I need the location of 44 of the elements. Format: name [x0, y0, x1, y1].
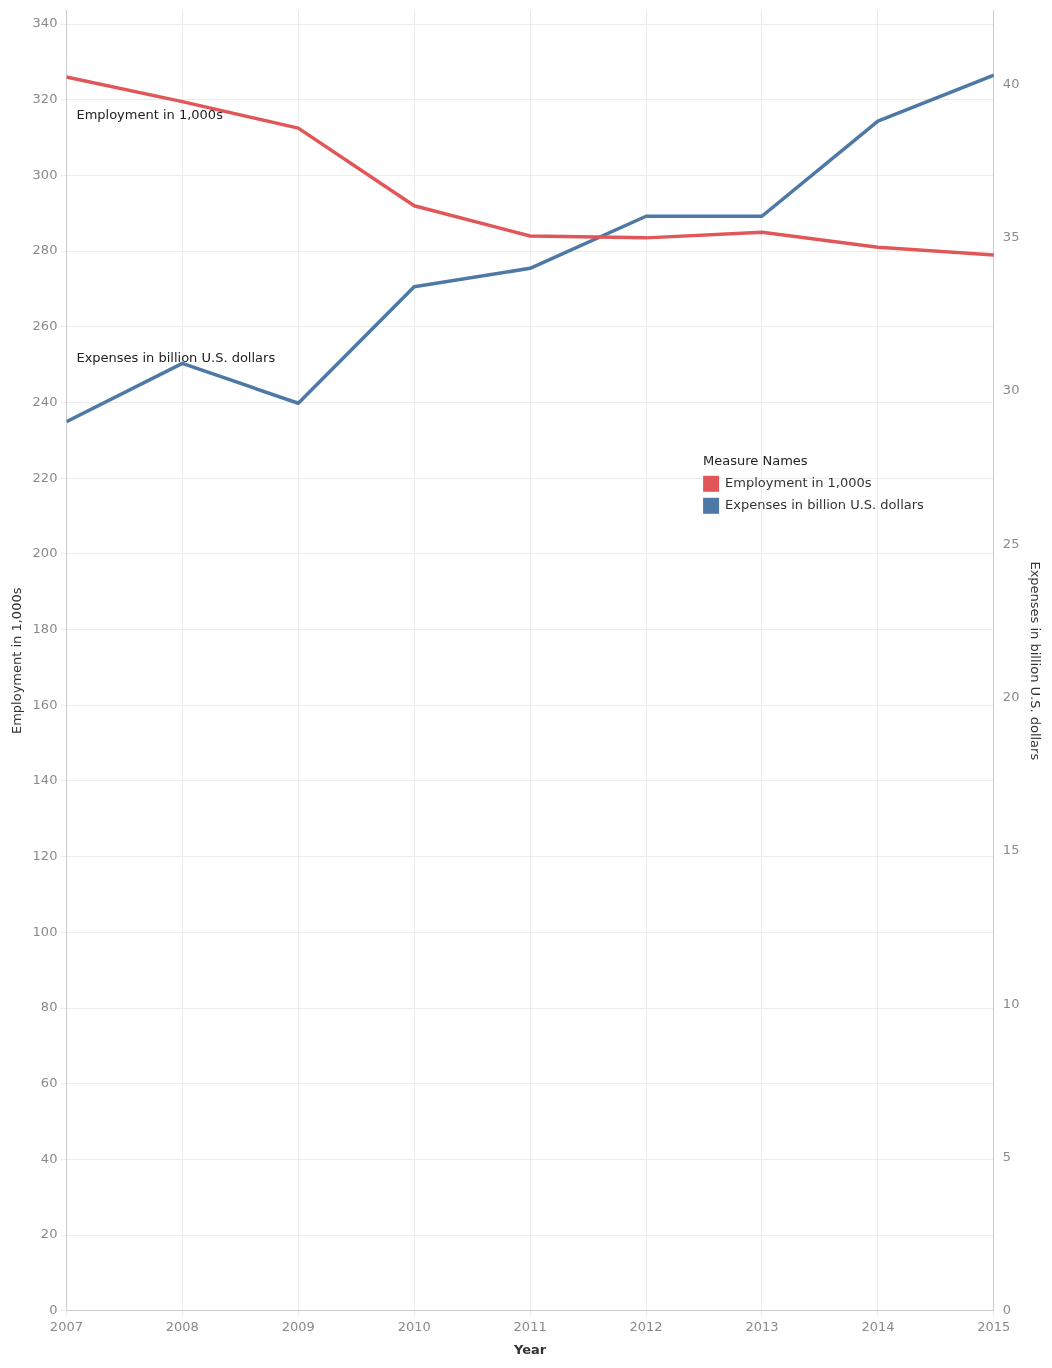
legend-label: Expenses in billion U.S. dollars	[725, 497, 925, 513]
y-tick-label: 40	[40, 1150, 58, 1166]
y-tick-label: 20	[40, 1226, 58, 1242]
y-axis-title: Employment in 1,000s	[9, 587, 25, 735]
y2-tick-label: 30	[1002, 382, 1020, 398]
legend-title: Measure Names	[703, 453, 808, 469]
y-tick-label: 60	[40, 1075, 58, 1091]
y-tick-label: 220	[32, 469, 58, 485]
x-tick-label: 2015	[977, 1318, 1011, 1334]
y-tick-label: 320	[32, 91, 58, 107]
x-tick-label: 2011	[513, 1318, 547, 1334]
y2-tick-label: 40	[1002, 75, 1020, 91]
y2-tick-label: 0	[1002, 1302, 1012, 1318]
x-tick-label: 2012	[629, 1318, 663, 1334]
y-tick-label: 180	[32, 620, 58, 636]
y2-tick-label: 25	[1002, 535, 1020, 551]
y-tick-label: 340	[32, 15, 58, 31]
x-axis-title: Year	[513, 1341, 547, 1357]
y-tick-label: 300	[32, 166, 58, 182]
x-tick-label: 2008	[165, 1318, 199, 1334]
y2-tick-label: 20	[1002, 688, 1020, 704]
text: Expenses in billion U.S. dollars	[76, 349, 276, 365]
y-tick-label: 280	[32, 242, 58, 258]
y-tick-label: 240	[32, 393, 58, 409]
y-tick-label: 0	[49, 1302, 58, 1318]
x-tick-label: 2010	[397, 1318, 431, 1334]
y-tick-label: 100	[32, 923, 58, 939]
x-tick-label: 2007	[49, 1318, 83, 1334]
legend-label: Employment in 1,000s	[725, 475, 872, 491]
y2-tick-label: 15	[1002, 842, 1020, 858]
y-tick-label: 140	[32, 772, 58, 788]
y2-tick-label: 5	[1002, 1148, 1012, 1164]
x-tick-label: 2013	[745, 1318, 779, 1334]
y-tick-label: 80	[40, 999, 58, 1015]
y2-tick-label: 10	[1002, 995, 1020, 1011]
y2-axis-title: Expenses in billion U.S. dollars	[1027, 561, 1043, 761]
y-tick-label: 200	[32, 545, 58, 561]
x-tick-label: 2014	[861, 1318, 895, 1334]
y-tick-label: 160	[32, 696, 58, 712]
x-tick-label: 2009	[281, 1318, 315, 1334]
text: Employment in 1,000s	[76, 106, 223, 122]
y-tick-label: 120	[32, 848, 58, 864]
y2-tick-label: 35	[1002, 229, 1020, 245]
y-tick-label: 260	[32, 318, 58, 334]
